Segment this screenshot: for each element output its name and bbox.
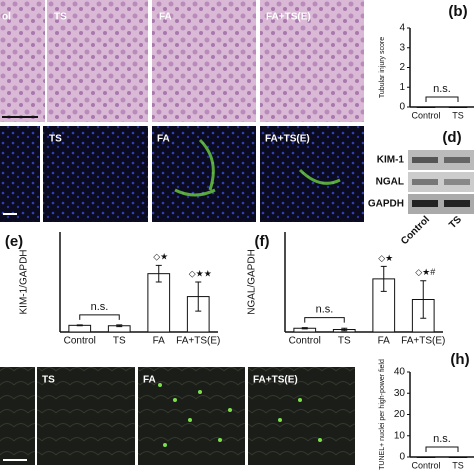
bracket (425, 446, 459, 452)
y-tick-label: 30 (394, 388, 406, 399)
blot-lane: TS (447, 214, 464, 231)
error-bar (380, 265, 387, 292)
bracket-label: n.s. (316, 304, 334, 316)
bracket (425, 96, 459, 102)
tunel-label: TS (42, 375, 55, 386)
error-bar (116, 324, 123, 328)
y-tick-label: 1 (399, 82, 405, 93)
panel-label: (b) (448, 3, 467, 20)
significance-marker: ◇★ (378, 253, 393, 263)
error-bar (195, 281, 202, 312)
blot-row: KIM-1 (377, 155, 405, 166)
panel-label: (h) (450, 351, 469, 368)
significance-marker: ◇★★ (189, 268, 212, 278)
error-bar (341, 327, 348, 332)
y-tick-label: 20 (394, 409, 406, 420)
blot-row: NGAL (376, 177, 404, 188)
x-tick-label: Control (411, 460, 440, 470)
panel-label: (e) (5, 233, 23, 250)
x-tick-label: FA (153, 336, 166, 347)
y-tick-label: 40 (394, 367, 406, 378)
bracket-label: n.s. (433, 433, 451, 445)
y-tick-label: 0 (399, 452, 405, 463)
bracket-label: n.s. (91, 301, 109, 313)
if-images (0, 126, 364, 222)
he-label: FA (159, 12, 172, 23)
bar (416, 456, 436, 458)
bar (416, 106, 436, 108)
y-tick-label: 2 (399, 62, 405, 73)
panel-label: (d) (442, 129, 461, 146)
error-bar (420, 280, 427, 319)
if-label: FA (157, 134, 170, 145)
he-label: ol (2, 12, 11, 23)
he-label: TS (54, 12, 67, 23)
bracket-label: n.s. (433, 83, 451, 95)
error-bar (76, 324, 83, 327)
blot-lane: Control (399, 214, 432, 247)
y-tick-label: 0 (399, 102, 405, 113)
bracket (304, 317, 345, 323)
he-label: FA+TS(E) (266, 12, 311, 23)
significance-marker: ◇★# (415, 267, 435, 277)
x-tick-label: Control (411, 110, 440, 120)
tunel-label: FA (143, 375, 156, 386)
panel-label: (f) (255, 233, 270, 250)
blot (408, 150, 474, 214)
y-axis-label: NGAL/GAPDH (247, 249, 258, 315)
x-tick-label: TS (452, 110, 464, 120)
he-images (0, 0, 364, 122)
bracket (79, 314, 120, 320)
error-bar (301, 327, 308, 330)
error-bar (155, 264, 162, 283)
x-tick-label: TS (452, 460, 464, 470)
y-axis-label: KIM-1/GAPDH (19, 249, 30, 314)
y-axis-label: Tubular injury score (379, 37, 386, 98)
x-tick-label: FA+TS(E) (401, 336, 445, 347)
tunel-label: FA+TS(E) (253, 375, 298, 386)
bar (68, 324, 92, 333)
y-tick-label: 4 (399, 23, 405, 34)
significance-marker: ◇★ (153, 252, 168, 262)
blot-row: GAPDH (368, 199, 404, 210)
x-tick-label: Control (289, 336, 321, 347)
y-tick-label: 3 (399, 42, 405, 53)
x-tick-label: Control (64, 336, 96, 347)
x-tick-label: TS (113, 336, 126, 347)
y-tick-label: 10 (394, 430, 406, 441)
y-axis-label: TUNEL+ nuclei per high-power field (379, 359, 386, 470)
tunel-images (0, 367, 355, 465)
x-tick-label: FA (378, 336, 391, 347)
x-tick-label: TS (338, 336, 351, 347)
bar (448, 106, 468, 108)
bar (448, 456, 468, 458)
if-label: FA+TS(E) (265, 134, 310, 145)
if-label: TS (49, 134, 62, 145)
x-tick-label: FA+TS(E) (176, 336, 220, 347)
